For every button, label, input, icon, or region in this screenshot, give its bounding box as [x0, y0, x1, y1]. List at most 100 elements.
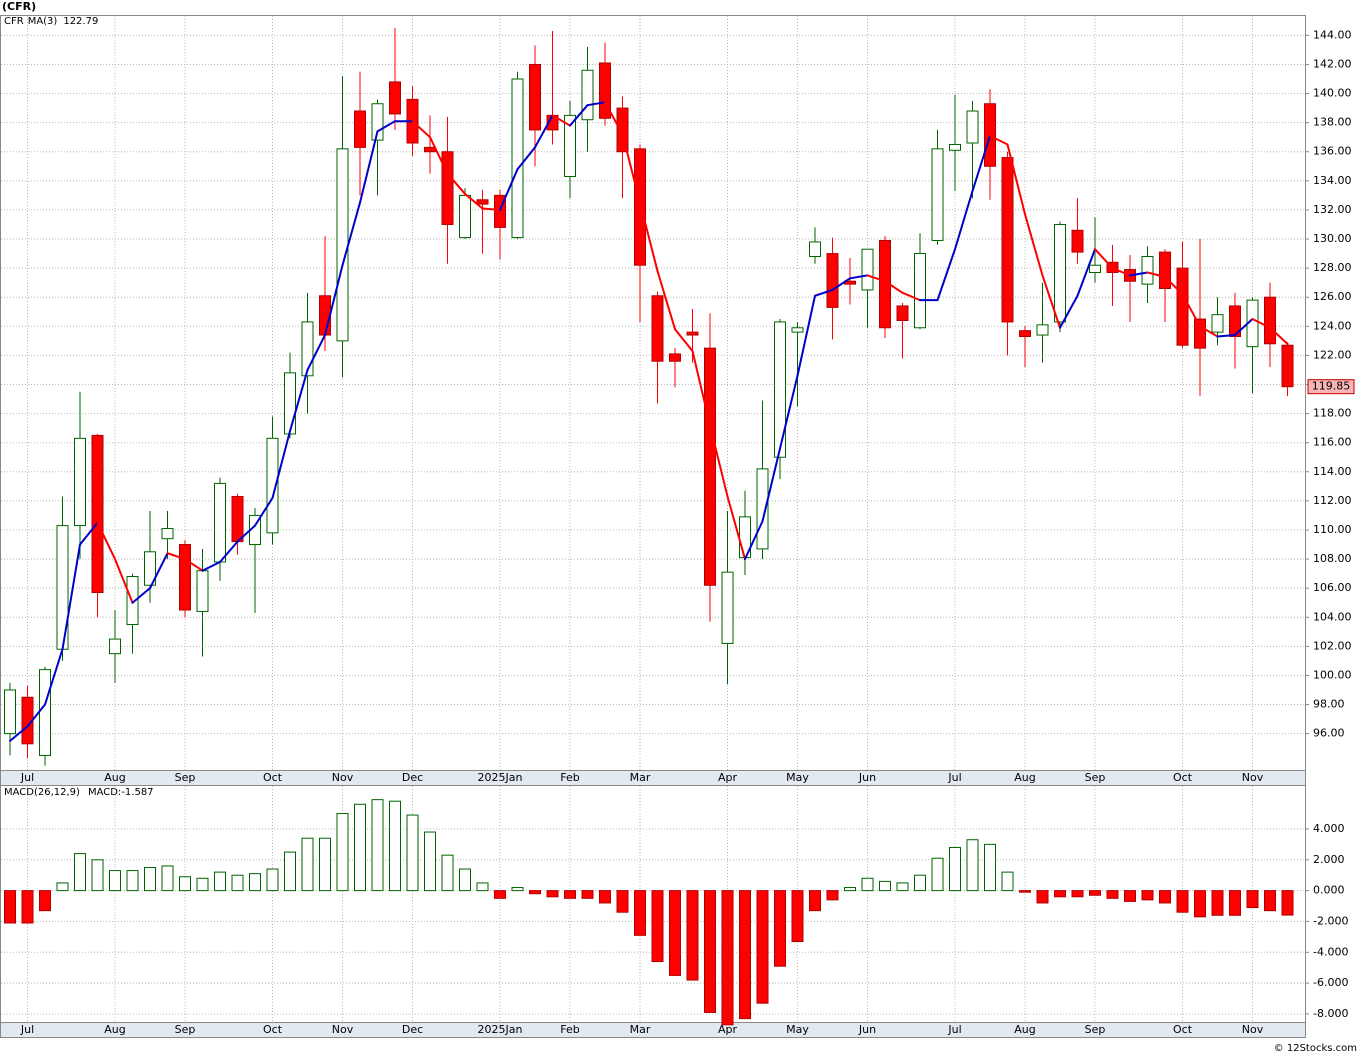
macd-bar	[74, 853, 86, 892]
candle-body	[599, 62, 611, 119]
ma-line	[9, 725, 29, 742]
candle-body	[179, 544, 191, 611]
ma-line	[1024, 213, 1044, 277]
macd-bar	[1054, 890, 1066, 898]
ma-line	[709, 424, 729, 498]
x-tick-label: Feb	[560, 1023, 579, 1036]
macd-bar	[179, 876, 191, 892]
ma-line	[744, 520, 764, 561]
y-tick-label: 98.00	[1313, 698, 1345, 711]
ma-line	[26, 703, 46, 728]
x-tick-label: Jul	[947, 771, 961, 784]
ma-line	[674, 328, 694, 353]
ma-line	[1059, 294, 1079, 329]
x-tick-label: Nov	[332, 771, 354, 784]
ma-line	[201, 560, 221, 572]
candle-body	[616, 107, 629, 153]
ma-line	[149, 552, 169, 590]
candle-body	[371, 103, 384, 141]
candle-body	[319, 295, 331, 336]
macd-bar	[301, 837, 314, 892]
ma-line	[1041, 274, 1061, 329]
legend-ma-value: 122.79	[63, 16, 98, 27]
macd-bar	[599, 890, 611, 904]
candle-body	[109, 638, 121, 655]
candle-body	[161, 528, 174, 540]
y-tick-label: 96.00	[1313, 727, 1345, 740]
x-tick-label: Oct	[1173, 1023, 1193, 1036]
x-tick-label: Jun	[858, 771, 876, 784]
macd-bar	[1124, 890, 1136, 902]
legend-macd-value: -1.587	[121, 787, 153, 798]
ma-line	[61, 543, 81, 651]
macd-bar	[39, 890, 51, 912]
ma-line	[96, 521, 116, 561]
macd-bar	[879, 880, 891, 892]
candle-body	[284, 372, 296, 435]
candle-body	[861, 248, 874, 291]
ma-line	[831, 277, 851, 291]
x-tick-label: Jul	[20, 1023, 34, 1036]
footer: © 12Stocks.com	[1274, 1043, 1357, 1054]
macd-bar	[476, 882, 489, 892]
x-tick-label: Oct	[263, 771, 283, 784]
macd-bar	[931, 857, 944, 892]
x-tick-label: Nov	[332, 1023, 354, 1036]
y-tick-label: 126.00	[1313, 290, 1352, 303]
candle-body	[581, 69, 594, 121]
ma-line	[44, 648, 64, 706]
candle-body	[1159, 251, 1171, 289]
candle-body	[914, 253, 926, 329]
macd-bar	[1089, 890, 1101, 896]
macd-bar	[389, 800, 401, 892]
y-tick-label: 118.00	[1313, 407, 1352, 420]
ma-line	[359, 130, 379, 204]
ma-line	[184, 558, 204, 572]
macd-bar	[1106, 890, 1119, 899]
x-tick-label: Nov	[1242, 771, 1264, 784]
candle-body	[1194, 318, 1206, 349]
candle-body	[389, 81, 401, 115]
ma-line	[551, 114, 571, 127]
x-tick-label: Apr	[718, 1023, 738, 1036]
candle-body	[826, 253, 839, 308]
macd-bar	[4, 890, 16, 924]
y-tick-label: 114.00	[1313, 465, 1352, 478]
ma-line	[971, 134, 991, 193]
candle-body	[669, 353, 681, 362]
y-tick-label: 106.00	[1313, 581, 1352, 594]
ma-line	[1164, 275, 1184, 296]
candle-body	[144, 551, 156, 586]
candle-body	[476, 199, 489, 205]
x-tick-label: Aug	[1014, 1023, 1035, 1036]
macd-bar	[651, 890, 664, 963]
macd-bar	[739, 890, 751, 1020]
ma-line	[271, 430, 291, 499]
ma-line	[726, 495, 746, 561]
x-tick-label: Dec	[402, 1023, 423, 1036]
x-tick-label: Oct	[1173, 771, 1193, 784]
candle-body	[74, 437, 86, 527]
ma-line	[936, 248, 956, 302]
candle-body	[721, 571, 734, 644]
macd-bar	[354, 803, 366, 892]
macd-bar	[266, 868, 279, 892]
candle-body	[354, 110, 366, 148]
y-tick-label: 102.00	[1313, 639, 1352, 652]
x-tick-label: Aug	[1014, 771, 1035, 784]
y-tick-label: 142.00	[1313, 57, 1352, 70]
ma-line	[481, 207, 501, 211]
candle-body	[1176, 267, 1189, 346]
ma-line	[534, 114, 554, 149]
macd-bar	[949, 846, 961, 892]
macd-bar	[1211, 890, 1224, 916]
macd-bar	[826, 890, 839, 901]
legend-macd: MACD:	[88, 787, 121, 798]
ma-line	[306, 334, 326, 371]
candle-body	[774, 321, 786, 458]
macd-bar	[214, 871, 226, 892]
ma-line	[1076, 248, 1096, 297]
macd-bar	[1141, 890, 1154, 901]
y-tick-label: 104.00	[1313, 610, 1352, 623]
y-tick-label: 122.00	[1313, 348, 1352, 361]
